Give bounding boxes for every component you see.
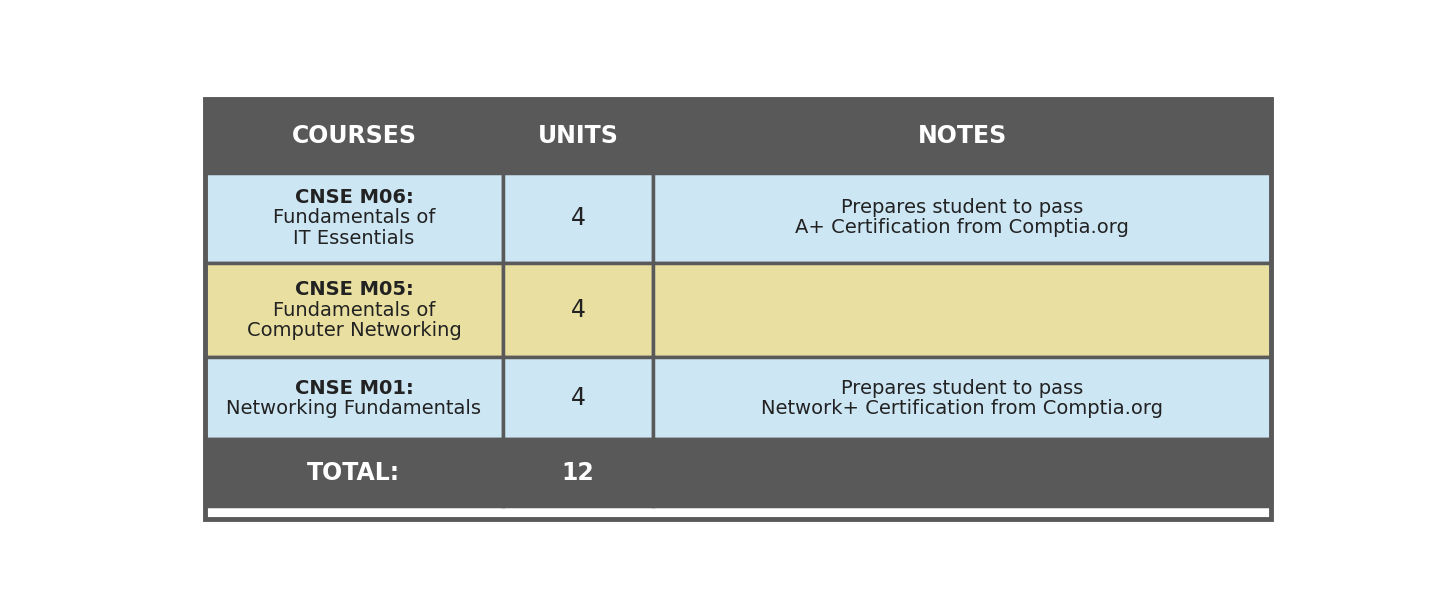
Text: CNSE M06:: CNSE M06: — [295, 188, 413, 207]
Bar — [204, 263, 504, 357]
Text: TOTAL:: TOTAL: — [307, 461, 400, 485]
Text: Networking Fundamentals: Networking Fundamentals — [226, 399, 481, 418]
Text: 4: 4 — [570, 206, 586, 230]
Bar — [504, 99, 652, 173]
Text: COURSES: COURSES — [291, 124, 416, 148]
Text: 4: 4 — [570, 298, 586, 322]
Text: 12: 12 — [562, 461, 595, 485]
Bar — [652, 99, 1272, 173]
Text: CNSE M05:: CNSE M05: — [295, 280, 413, 299]
Text: A+ Certification from Comptia.org: A+ Certification from Comptia.org — [795, 218, 1129, 237]
Text: Computer Networking: Computer Networking — [246, 321, 461, 340]
Bar — [204, 99, 1272, 519]
Bar — [504, 263, 652, 357]
Bar — [652, 173, 1272, 263]
Bar — [204, 357, 504, 439]
Bar — [504, 357, 652, 439]
Bar — [652, 263, 1272, 357]
Bar — [652, 439, 1272, 506]
Text: Network+ Certification from Comptia.org: Network+ Certification from Comptia.org — [762, 399, 1164, 418]
Bar — [504, 173, 652, 263]
Text: 4: 4 — [570, 386, 586, 410]
Bar — [204, 99, 504, 173]
Bar — [652, 357, 1272, 439]
Text: NOTES: NOTES — [917, 124, 1007, 148]
Bar — [204, 173, 504, 263]
Text: Fundamentals of: Fundamentals of — [272, 208, 435, 227]
Bar — [204, 439, 504, 506]
Text: Prepares student to pass: Prepares student to pass — [841, 379, 1083, 398]
Text: Prepares student to pass: Prepares student to pass — [841, 198, 1083, 217]
Text: CNSE M01:: CNSE M01: — [295, 379, 413, 398]
Text: Fundamentals of: Fundamentals of — [272, 300, 435, 319]
Text: UNITS: UNITS — [537, 124, 618, 148]
Text: IT Essentials: IT Essentials — [294, 228, 415, 247]
Bar — [504, 439, 652, 506]
